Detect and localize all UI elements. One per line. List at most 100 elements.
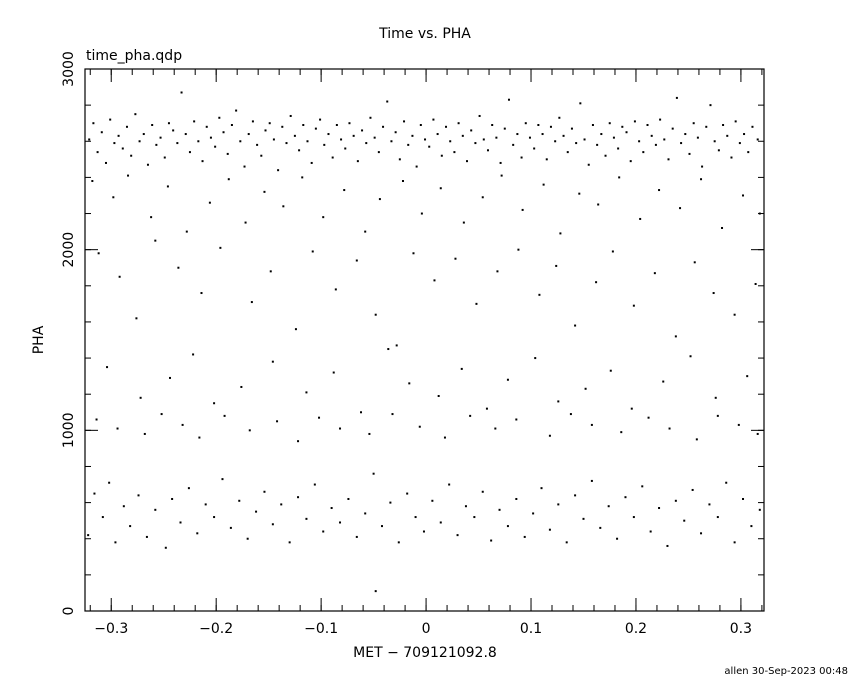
data-point bbox=[461, 134, 464, 137]
data-point bbox=[374, 590, 377, 593]
data-point bbox=[590, 479, 593, 482]
data-point bbox=[569, 413, 572, 416]
data-point bbox=[125, 125, 128, 128]
x-tick-label: 0.2 bbox=[625, 621, 647, 637]
data-point bbox=[348, 122, 351, 125]
data-point bbox=[180, 91, 183, 94]
data-point bbox=[294, 328, 297, 331]
data-point bbox=[663, 138, 666, 141]
data-point bbox=[746, 375, 749, 378]
data-point bbox=[464, 505, 467, 508]
data-point bbox=[562, 134, 565, 137]
data-point bbox=[733, 313, 736, 316]
data-point bbox=[437, 395, 440, 398]
data-point bbox=[756, 432, 759, 435]
data-point bbox=[347, 497, 350, 500]
data-point bbox=[244, 221, 247, 224]
data-point bbox=[419, 124, 422, 127]
data-point bbox=[725, 481, 728, 484]
data-point bbox=[311, 250, 314, 253]
data-point bbox=[408, 382, 411, 385]
data-point bbox=[566, 151, 569, 154]
data-point bbox=[122, 505, 125, 508]
data-point bbox=[247, 133, 250, 136]
data-point bbox=[716, 516, 719, 519]
data-point bbox=[159, 136, 162, 139]
data-point bbox=[701, 165, 704, 168]
data-point bbox=[93, 492, 96, 495]
x-tick-label: −0.2 bbox=[199, 621, 233, 637]
data-point bbox=[100, 131, 103, 134]
data-point bbox=[177, 266, 180, 269]
data-point bbox=[415, 165, 418, 168]
x-axis-label: MET − 709121092.8 bbox=[353, 645, 497, 661]
data-point bbox=[360, 411, 363, 414]
data-point bbox=[629, 160, 632, 163]
y-tick-label: 3000 bbox=[61, 51, 77, 87]
data-point bbox=[387, 348, 390, 351]
data-point bbox=[667, 158, 670, 161]
data-point bbox=[714, 396, 717, 399]
data-point bbox=[227, 178, 230, 181]
data-point bbox=[332, 371, 335, 374]
data-point bbox=[424, 138, 427, 141]
data-point bbox=[196, 532, 199, 535]
data-point bbox=[754, 282, 757, 285]
data-point bbox=[680, 142, 683, 145]
data-point bbox=[541, 133, 544, 136]
data-point bbox=[604, 154, 607, 157]
data-point bbox=[269, 270, 272, 273]
data-point bbox=[200, 292, 203, 295]
data-point bbox=[596, 143, 599, 146]
data-point bbox=[327, 133, 330, 136]
data-point bbox=[334, 288, 337, 291]
data-point bbox=[264, 129, 267, 132]
data-point bbox=[583, 138, 586, 141]
data-point bbox=[457, 122, 460, 125]
data-point bbox=[184, 133, 187, 136]
chart-subtitle: time_pha.qdp bbox=[86, 48, 182, 64]
data-point bbox=[713, 140, 716, 143]
data-point bbox=[171, 497, 174, 500]
data-point bbox=[597, 203, 600, 206]
data-point bbox=[238, 499, 241, 502]
data-point bbox=[691, 488, 694, 491]
data-point bbox=[340, 138, 343, 141]
data-point bbox=[335, 124, 338, 127]
data-point bbox=[515, 418, 518, 421]
data-point bbox=[460, 367, 463, 370]
data-point bbox=[118, 275, 121, 278]
data-point bbox=[549, 125, 552, 128]
data-point bbox=[646, 124, 649, 127]
data-point bbox=[449, 140, 452, 143]
data-point bbox=[625, 131, 628, 134]
data-point bbox=[545, 158, 548, 161]
data-point bbox=[696, 136, 699, 139]
data-point bbox=[428, 145, 431, 148]
data-point bbox=[146, 163, 149, 166]
data-point bbox=[582, 517, 585, 520]
data-point bbox=[692, 122, 695, 125]
data-point bbox=[88, 138, 91, 141]
data-point bbox=[193, 120, 196, 123]
data-point bbox=[579, 102, 582, 105]
data-point bbox=[390, 140, 393, 143]
data-point bbox=[630, 407, 633, 410]
data-point bbox=[528, 136, 531, 139]
data-point bbox=[440, 154, 443, 157]
data-point bbox=[591, 124, 594, 127]
y-tick-label: 2000 bbox=[61, 232, 77, 268]
data-point bbox=[716, 414, 719, 417]
data-point bbox=[496, 270, 499, 273]
data-point bbox=[609, 369, 612, 372]
data-point bbox=[578, 192, 581, 195]
data-point bbox=[431, 499, 434, 502]
data-point bbox=[235, 109, 238, 112]
data-point bbox=[756, 138, 759, 141]
data-point bbox=[650, 134, 653, 137]
data-point bbox=[570, 127, 573, 130]
data-point bbox=[129, 525, 132, 528]
y-axis-label: PHA bbox=[31, 325, 47, 354]
data-point bbox=[364, 230, 367, 233]
data-point bbox=[313, 483, 316, 486]
